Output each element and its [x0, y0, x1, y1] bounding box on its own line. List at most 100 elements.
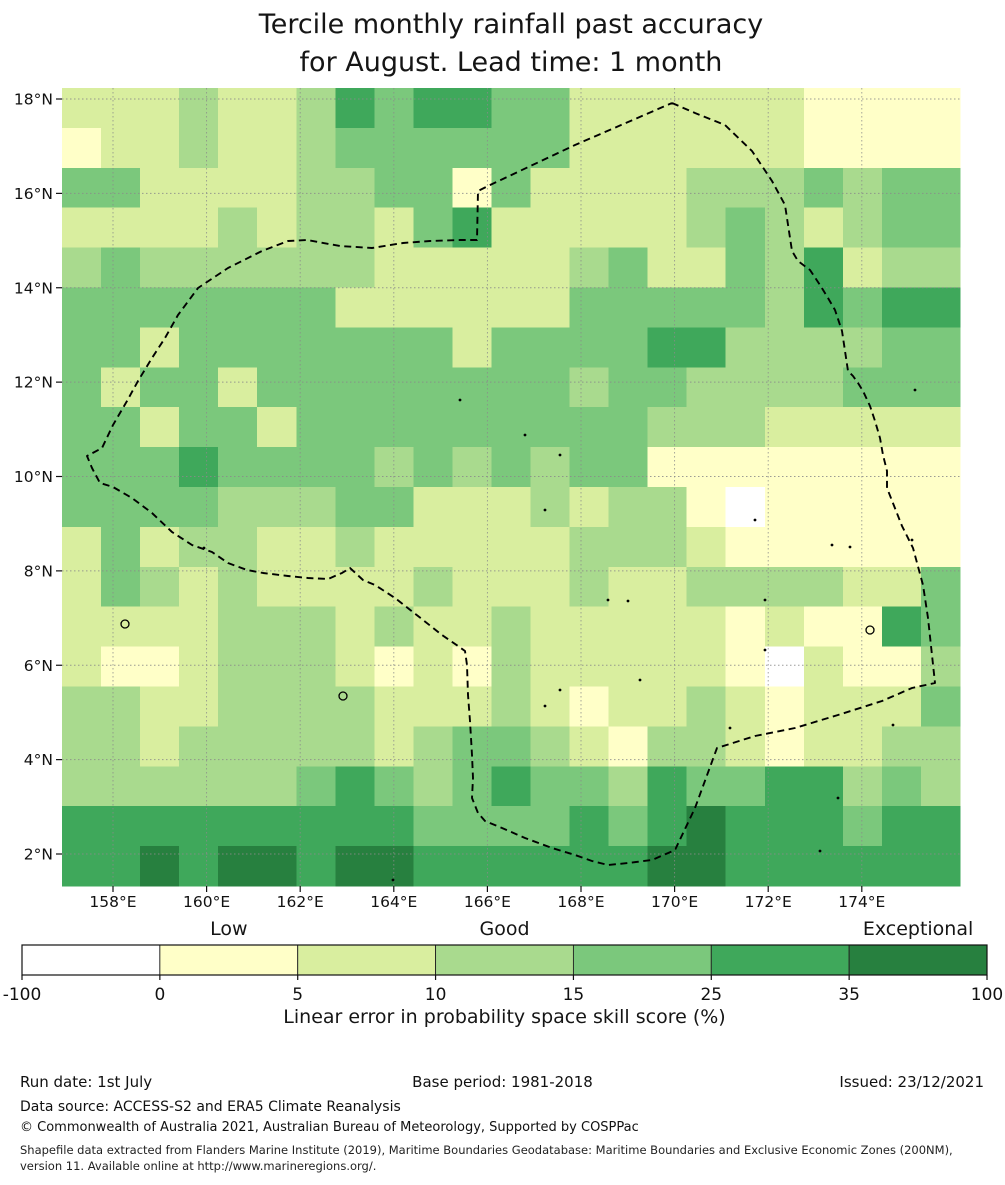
heatmap-cell [491, 447, 532, 488]
heatmap-cell [725, 566, 766, 608]
heatmap-cell [452, 686, 492, 727]
colorbar-tick-label: 25 [700, 985, 722, 1005]
heatmap-cell [920, 287, 961, 328]
heatmap-cell [413, 247, 453, 288]
heatmap-cell [335, 487, 375, 528]
heatmap-cell [179, 846, 219, 887]
colorbar-segment [848, 944, 988, 976]
heatmap-cell [335, 646, 375, 687]
heatmap-cell [803, 766, 844, 807]
heatmap-cell [140, 726, 180, 767]
heatmap-cell [218, 127, 258, 169]
base-period-text: Base period: 1981-2018 [412, 1073, 593, 1091]
heatmap-cell [842, 167, 883, 209]
heatmap-cell [491, 407, 532, 448]
heatmap-cell [257, 167, 297, 209]
heatmap-cell [179, 686, 219, 727]
heatmap-cell [101, 846, 141, 887]
colorbar-segment [572, 944, 712, 976]
colorbar-category-label: Low [210, 918, 247, 940]
heatmap-cell [842, 287, 883, 328]
island-dot [543, 704, 547, 708]
x-tick-label: 158°E [89, 893, 136, 911]
heatmap-cell [920, 127, 961, 169]
heatmap-cell [764, 327, 805, 368]
heatmap-cell [530, 247, 571, 288]
heatmap-cell [452, 806, 492, 847]
heatmap-cell [296, 407, 336, 448]
heatmap-cell [218, 167, 258, 209]
heatmap-cell [686, 287, 727, 328]
heatmap-cell [218, 447, 258, 488]
heatmap-cell [920, 367, 961, 408]
heatmap-cell [569, 327, 610, 368]
heatmap-cell [452, 646, 492, 687]
heatmap-cell [62, 88, 102, 129]
heatmap-cell [140, 247, 180, 288]
colorbar-segment [21, 944, 161, 976]
heatmap-cell [218, 287, 258, 328]
heatmap-cell [881, 207, 922, 249]
heatmap-cell [569, 846, 610, 887]
heatmap-cell [569, 646, 610, 687]
island-dot [753, 518, 757, 522]
heatmap-cell [179, 487, 219, 528]
heatmap-cell [764, 846, 805, 887]
heatmap-cell [608, 646, 649, 687]
heatmap-cell [920, 766, 961, 807]
heatmap-cell [491, 686, 532, 727]
heatmap-cell [647, 646, 688, 687]
heatmap-cell [491, 487, 532, 528]
heatmap-cell [491, 207, 532, 249]
heatmap-cell [140, 646, 180, 687]
heatmap-cell [413, 686, 453, 727]
heatmap-cell [686, 167, 727, 209]
y-tick-label: 2°N [24, 846, 53, 864]
heatmap-cell [803, 726, 844, 767]
heatmap-cell [647, 88, 688, 129]
heatmap-cell [257, 88, 297, 129]
heatmap-cell [218, 686, 258, 727]
heatmap-cell [296, 766, 336, 807]
heatmap-cell [725, 447, 766, 488]
heatmap-cell [920, 327, 961, 368]
heatmap-cell [764, 247, 805, 288]
x-tick-label: 174°E [838, 893, 885, 911]
heatmap-cell [413, 766, 453, 807]
heatmap-cell [803, 287, 844, 328]
y-tick-label: 18°N [14, 91, 53, 109]
heatmap-cell [842, 127, 883, 169]
heatmap-cell [530, 606, 571, 648]
heatmap-cell [686, 606, 727, 648]
heatmap-cell [530, 766, 571, 807]
heatmap-cell [920, 167, 961, 209]
heatmap-cell [257, 327, 297, 368]
heatmap-cell [881, 526, 922, 568]
heatmap-cell [296, 686, 336, 727]
heatmap-cell [101, 247, 141, 288]
heatmap-cell [920, 566, 961, 608]
heatmap-cell [647, 407, 688, 448]
heatmap-cell [257, 526, 297, 568]
heatmap-cell [179, 287, 219, 328]
heatmap-cell [218, 766, 258, 807]
heatmap-cell [530, 367, 571, 408]
heatmap-cell [803, 686, 844, 727]
heatmap-cell [218, 646, 258, 687]
heatmap-cell [452, 207, 492, 249]
heatmap-cell [725, 806, 766, 847]
heatmap-cell [452, 88, 492, 129]
heatmap-cell [452, 407, 492, 448]
heatmap-cell [842, 606, 883, 648]
island-dot [558, 688, 562, 692]
heatmap-cell [296, 88, 336, 129]
heatmap-cell [179, 606, 219, 648]
heatmap-cell [179, 167, 219, 209]
heatmap-cell [179, 407, 219, 448]
heatmap-cell [62, 566, 102, 608]
colorbar-tick-label: 5 [292, 985, 303, 1005]
heatmap-cell [764, 526, 805, 568]
heatmap-cell [62, 127, 102, 169]
heatmap-cell [530, 327, 571, 368]
heatmap-cell [140, 88, 180, 129]
